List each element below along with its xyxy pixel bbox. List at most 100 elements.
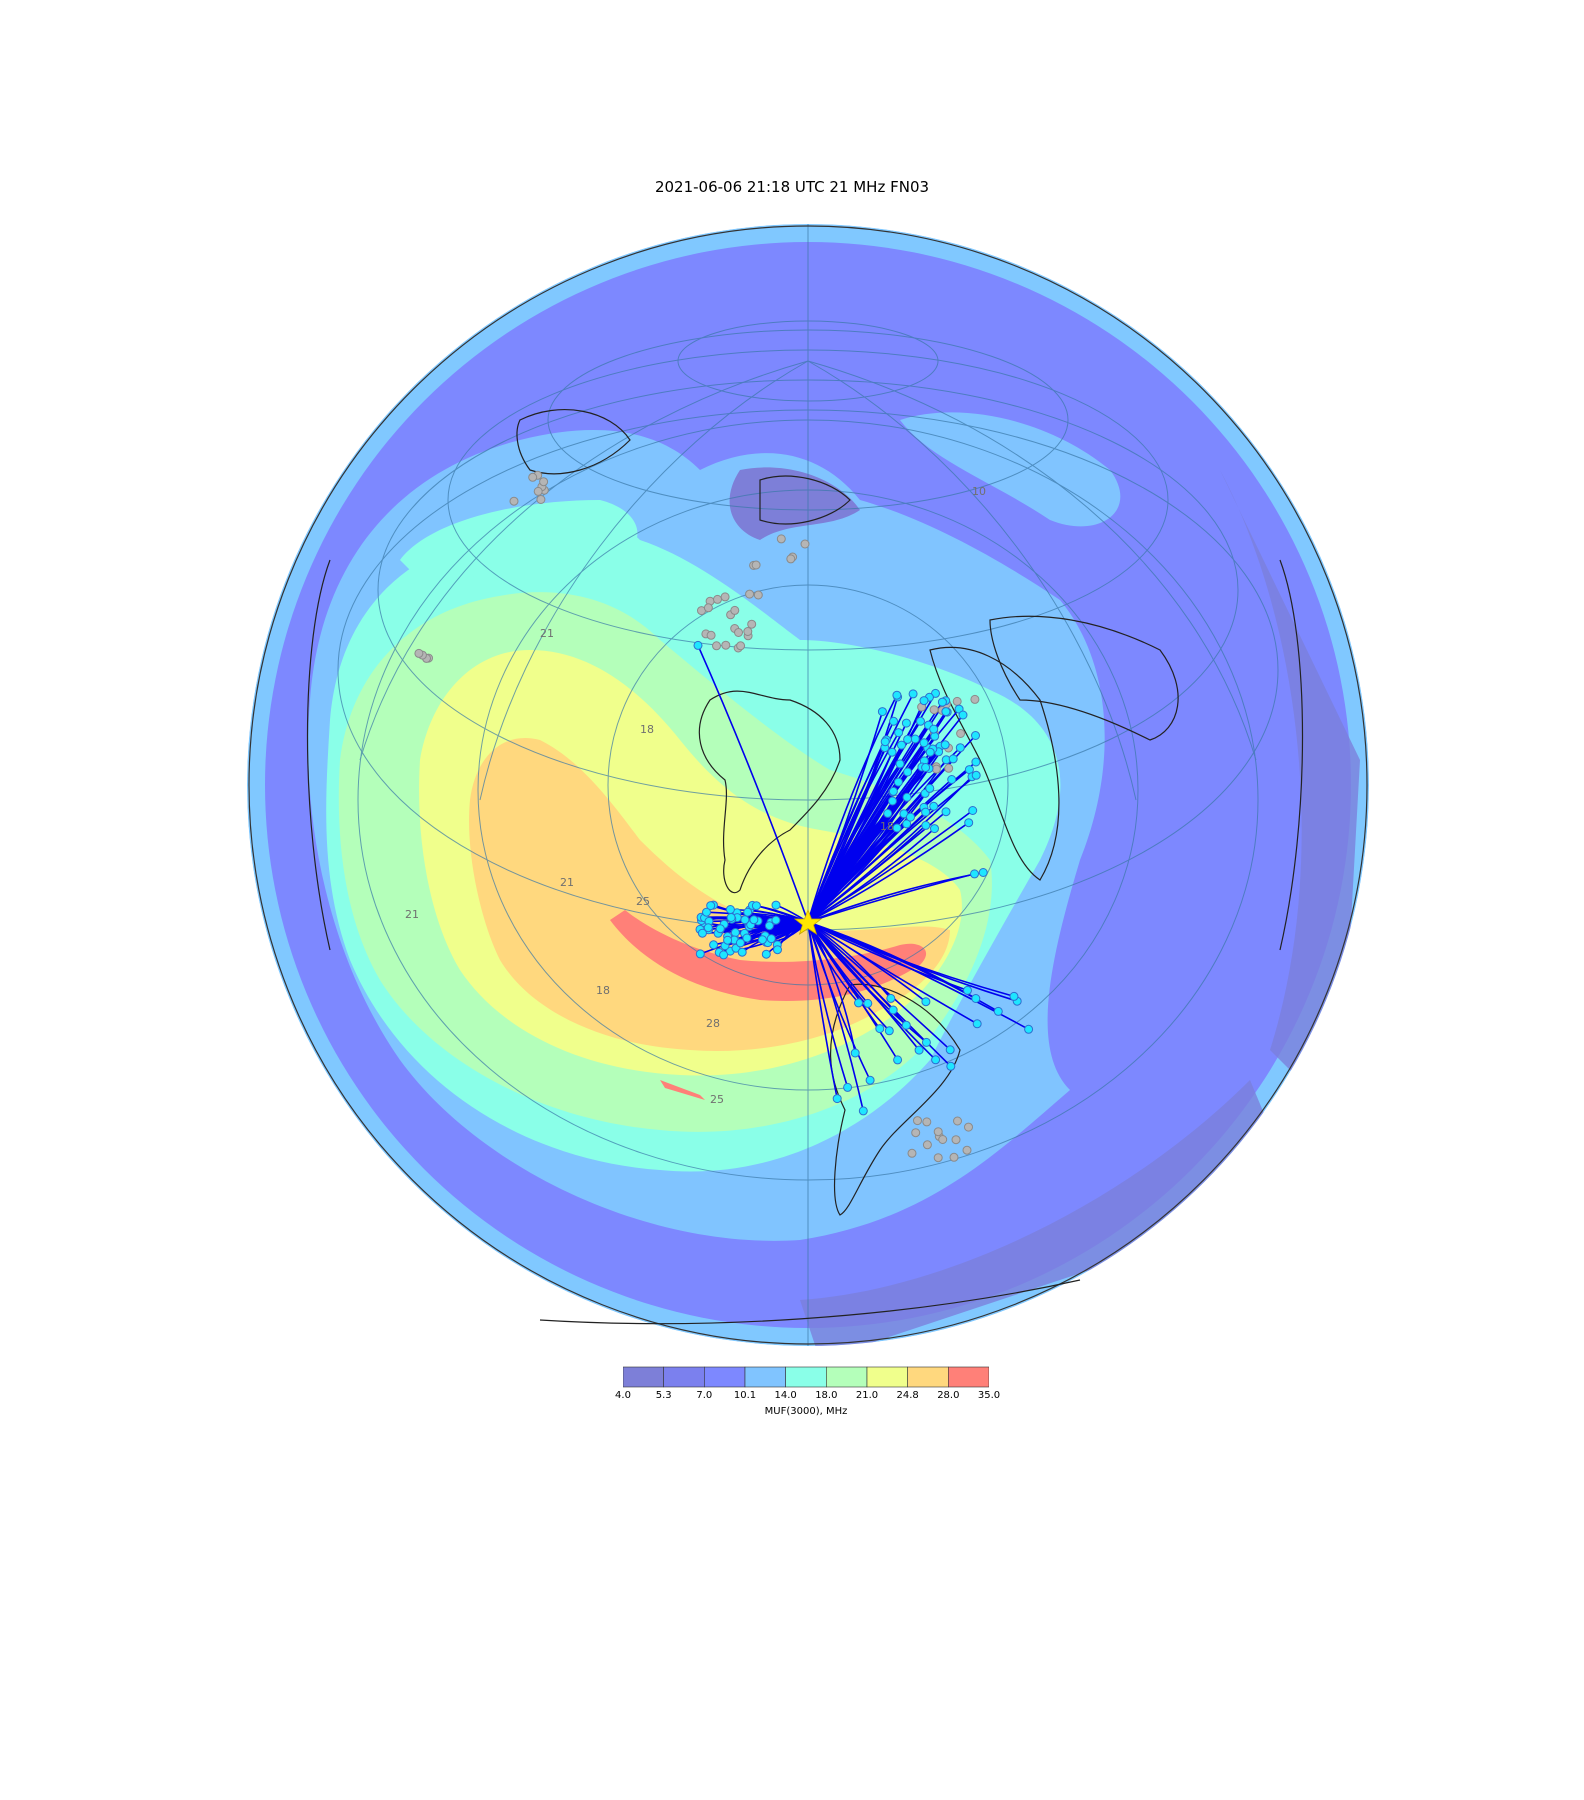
contour-label-21-c: 21 [540, 627, 554, 640]
contour-label-25-b: 25 [710, 1093, 724, 1106]
heard-spot [776, 534, 786, 544]
heard-spot [712, 641, 721, 651]
spot-marker [757, 935, 767, 945]
heard-spot [414, 648, 424, 658]
spot-marker [941, 807, 951, 817]
propagation-path [807, 774, 977, 923]
graticule [337, 224, 1279, 1346]
spot-marker [946, 1061, 956, 1071]
heard-spot [931, 764, 941, 774]
spot-marker [971, 757, 981, 767]
spot-marker [1024, 1024, 1034, 1034]
propagation-path [807, 738, 909, 923]
spot-marker [945, 1045, 955, 1055]
spot-marker [919, 696, 929, 706]
spot-marker [921, 763, 931, 772]
spot-marker [884, 1026, 894, 1036]
spot-marker [963, 985, 972, 995]
colorbar-tick-label: 35.0 [977, 1390, 1001, 1401]
colorbar-swatches [622, 1366, 990, 1388]
spot-marker [1009, 991, 1019, 1001]
zone-28-35-strip [660, 1080, 705, 1100]
zone-dark-arctic [729, 467, 860, 540]
spot-marker [964, 818, 974, 828]
spot-marker [921, 1037, 931, 1047]
spot-marker [719, 950, 729, 960]
colorbar-swatch [704, 1366, 746, 1388]
colorbar-tick-label: 28.0 [937, 1390, 960, 1401]
spot-marker [695, 949, 705, 959]
spot-marker [978, 868, 988, 877]
spot-marker [875, 1024, 885, 1034]
shade-south [800, 1080, 1300, 1346]
spot-marker [709, 940, 719, 950]
spot-marker [865, 1075, 875, 1085]
heard-spot [528, 472, 538, 482]
spot-marker [958, 710, 968, 720]
spot-marker [940, 740, 950, 750]
heard-spot [922, 1117, 932, 1127]
heard-spot [747, 619, 757, 629]
spot-marker [850, 1048, 860, 1058]
spot-marker [931, 1055, 941, 1065]
heard-spot [533, 486, 543, 496]
colorbar-tick-label: 10.1 [733, 1390, 757, 1401]
colorbar-swatch [663, 1366, 705, 1388]
spot-marker [743, 907, 753, 917]
heard-spot [962, 1145, 972, 1155]
spot-marker [702, 907, 711, 917]
heard-spot [721, 640, 731, 650]
contour-label-18-a: 18 [640, 723, 654, 736]
spot-marker [937, 697, 947, 707]
colorbar-swatch [622, 1366, 664, 1388]
heard-spot [913, 1116, 922, 1126]
propagation-path [807, 693, 914, 923]
spot-marker [970, 869, 979, 879]
spot-marker [921, 997, 931, 1007]
spot-marker [887, 747, 897, 757]
colorbar-tick-label: 14.0 [774, 1390, 797, 1401]
heard-spot [786, 554, 796, 564]
heard-spot [730, 605, 740, 615]
spot-marker [971, 731, 980, 740]
heard-spot [706, 630, 716, 640]
spot-marker [888, 1005, 898, 1015]
heard-spot [720, 592, 730, 602]
propagation-path [807, 791, 895, 923]
spot-marker [737, 947, 747, 957]
colorbar: 4.0 5.3 7.0 10.1 14.0 18.0 21.0 24.8 28.0 35.0 MU… [615, 1366, 1000, 1428]
spot-marker [880, 737, 890, 747]
heard-spot [713, 594, 722, 604]
heard-spot [736, 641, 746, 651]
contour-label-28: 28 [706, 1017, 720, 1030]
colorbar-tick-label: 18.0 [815, 1390, 838, 1401]
heard-spot [539, 477, 549, 487]
coast-europe-africa [929, 646, 1060, 881]
spot-marker [971, 770, 981, 780]
spot-marker [735, 938, 745, 948]
heard-spot [911, 1128, 921, 1138]
spot-marker [858, 1106, 868, 1116]
propagation-path [807, 921, 1015, 998]
propagation-path [807, 871, 984, 923]
spot-marker [972, 1019, 982, 1029]
spot-marker [895, 759, 905, 769]
spot-marker [930, 731, 940, 741]
heard-spot [536, 495, 546, 504]
spot-marker [901, 1020, 911, 1030]
propagation-path [807, 921, 849, 1088]
heard-spot [933, 1127, 943, 1137]
propagation-path [807, 827, 936, 923]
propagation-path [807, 776, 973, 923]
spot-marker [730, 928, 740, 937]
coastlines [248, 225, 1368, 1345]
propagation-path [807, 921, 899, 1061]
spot-marker [902, 792, 912, 802]
colorbar-label: MUF(3000), MHz [764, 1406, 848, 1417]
spot-marker [925, 747, 935, 757]
spot-marker [742, 933, 752, 943]
spot-marker [886, 993, 896, 1003]
spot-marker [723, 935, 733, 945]
propagation-path [807, 921, 978, 1025]
